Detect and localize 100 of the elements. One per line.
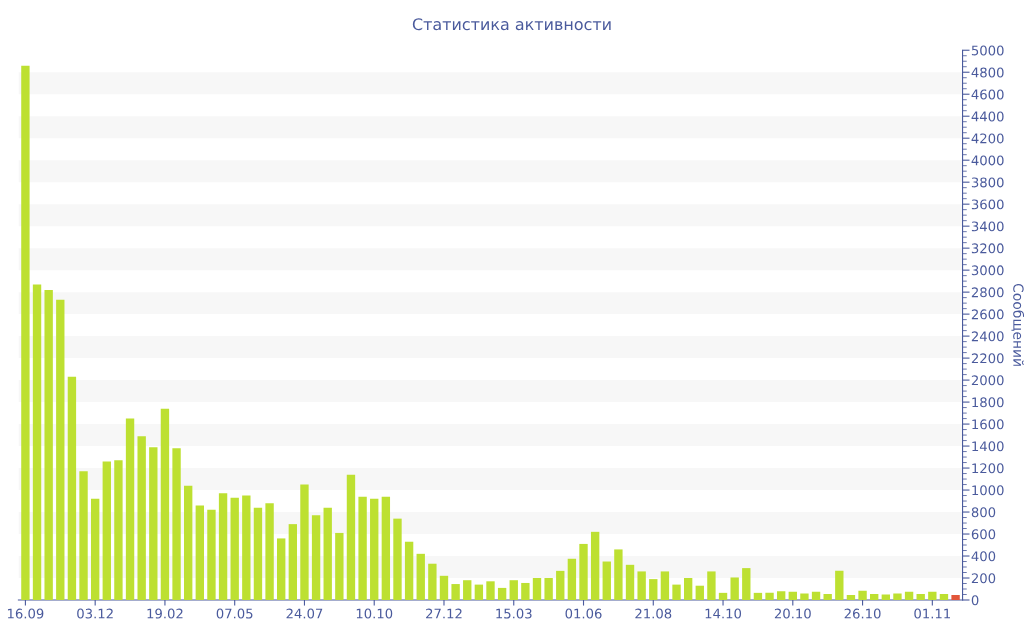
- bar: [951, 595, 960, 600]
- bar: [416, 553, 425, 600]
- bar: [277, 538, 286, 600]
- bar: [21, 65, 30, 600]
- bar: [404, 541, 414, 600]
- bar: [718, 592, 728, 600]
- bar: [753, 592, 763, 600]
- bar: [567, 558, 577, 600]
- bar: [474, 584, 484, 600]
- bar: [207, 509, 216, 600]
- y-tick-label: 1000: [972, 485, 1004, 496]
- bar: [172, 448, 181, 600]
- y-tick-label: 3400: [971, 221, 1004, 232]
- bar: [56, 299, 65, 600]
- bar: [160, 408, 170, 600]
- y-tick-label: 4000: [971, 155, 1004, 166]
- x-tick-label: 10.10: [356, 608, 393, 619]
- x-tick-label: 21.08: [635, 608, 672, 619]
- bar: [811, 591, 821, 600]
- bar: [765, 592, 774, 600]
- y-tick-label: 2400: [971, 331, 1004, 342]
- bar: [870, 593, 879, 600]
- bar: [32, 284, 42, 600]
- bar: [532, 578, 542, 600]
- y-tick-label: 1600: [972, 419, 1004, 430]
- y-tick-label: 2600: [971, 309, 1004, 320]
- bar: [928, 591, 937, 600]
- bar: [602, 561, 611, 600]
- bar: [335, 532, 344, 600]
- bar: [311, 515, 321, 600]
- bar: [439, 575, 449, 600]
- bar: [730, 577, 739, 600]
- bar: [614, 549, 623, 600]
- bar: [544, 578, 553, 600]
- bar: [823, 593, 832, 600]
- y-tick-label: 1400: [972, 441, 1004, 452]
- x-tick-label: 15.03: [496, 608, 532, 619]
- bar: [358, 496, 367, 600]
- bar: [939, 593, 949, 600]
- x-tick-label: 24.07: [286, 608, 323, 619]
- y-tick-label: 1800: [972, 397, 1004, 408]
- bar: [114, 460, 123, 600]
- bar: [346, 474, 356, 600]
- y-tick-label: 1200: [972, 463, 1004, 474]
- y-tick-label: 0: [971, 595, 979, 606]
- bar: [904, 591, 914, 600]
- bar: [253, 507, 263, 600]
- y-tick-label: 400: [971, 551, 996, 562]
- bar: [625, 564, 635, 600]
- x-tick-label: 20.10: [774, 608, 811, 619]
- bar: [323, 507, 332, 600]
- y-axis-title: Сообщений: [1011, 283, 1024, 366]
- bar: [67, 376, 77, 600]
- x-tick-label: 01.06: [565, 608, 602, 619]
- bar: [579, 543, 588, 600]
- y-tick-label: 4200: [971, 133, 1004, 144]
- bar: [90, 498, 100, 600]
- bar: [102, 461, 111, 600]
- bar: [916, 593, 925, 600]
- chart-title: Статистика активности: [412, 18, 611, 31]
- bar: [672, 584, 681, 600]
- bar: [893, 593, 902, 600]
- bar: [451, 584, 460, 600]
- bar: [509, 580, 518, 600]
- x-tick-label: 19.02: [147, 608, 183, 619]
- y-tick-label: 3600: [971, 199, 1004, 210]
- y-tick-label: 4600: [971, 89, 1004, 100]
- bar: [218, 493, 228, 600]
- x-tick-label: 16.09: [7, 608, 44, 619]
- y-tick-label: 2000: [971, 375, 1004, 386]
- bar: [649, 579, 658, 600]
- bar: [288, 524, 298, 600]
- bar: [835, 570, 844, 600]
- y-tick-label: 3800: [971, 177, 1004, 188]
- bar: [742, 568, 751, 600]
- y-tick-label: 200: [971, 573, 996, 584]
- x-tick-label: 14.10: [705, 608, 742, 619]
- y-tick-label: 800: [971, 507, 996, 518]
- x-tick-label: 26.10: [844, 608, 881, 619]
- y-tick-label: 3000: [971, 265, 1004, 276]
- y-tick-label: 4800: [971, 67, 1004, 78]
- bar: [660, 571, 670, 600]
- bar: [486, 581, 495, 600]
- bar: [137, 436, 146, 600]
- bar: [125, 418, 135, 600]
- x-tick-label: 03.12: [77, 608, 113, 619]
- bar: [230, 497, 239, 600]
- y-tick-label: 5000: [971, 45, 1004, 56]
- bar: [497, 587, 507, 600]
- bar: [788, 591, 797, 600]
- bar: [776, 591, 786, 600]
- bar: [79, 471, 88, 600]
- bar: [428, 563, 437, 600]
- y-tick-label: 600: [971, 529, 996, 540]
- bar: [556, 570, 565, 600]
- bar: [800, 593, 809, 600]
- bar: [184, 485, 193, 600]
- bar: [44, 289, 53, 600]
- bar: [393, 518, 402, 600]
- x-tick-label: 01.11: [914, 608, 950, 619]
